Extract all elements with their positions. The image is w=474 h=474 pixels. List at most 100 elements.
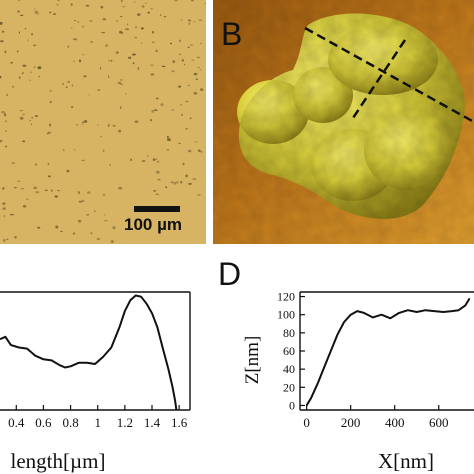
debris-speck [188,183,192,185]
debris-speck [134,26,138,29]
debris-speck [178,85,182,88]
debris-speck [83,75,87,78]
debris-speck [140,42,143,44]
debris-speck [35,163,38,166]
debris-speck [99,66,102,70]
debris-speck [57,0,60,2]
debris-speck [173,181,177,185]
debris-speck [81,121,85,123]
debris-speck [178,53,182,56]
debris-speck [174,0,178,2]
scale-bar [134,206,180,212]
debris-speck [150,8,153,10]
debris-speck [85,4,90,7]
debris-speck [120,15,123,18]
debris-speck [96,238,101,240]
panel-letter-d: D [218,256,242,292]
debris-speck [115,51,119,54]
y-tick-label: 20 [283,380,295,394]
chart-d-profile: 0 200 400 600 0 20 40 60 80 100 120 X[nm] Z[nm] [242,290,474,473]
chart-c-profile: 0.4 0.6 0.8 1 1.2 1.4 1.6 length[µm] [0,291,191,473]
debris-speck [67,80,71,83]
debris-speck [132,62,135,65]
debris-speck [67,45,70,48]
profile-line-long [304,26,474,124]
debris-speck [81,159,85,162]
debris-speck [155,97,159,100]
debris-speck [66,169,70,173]
debris-speck [187,46,190,48]
debris-speck [157,179,161,181]
debris-speck [55,225,59,229]
debris-speck [60,230,63,233]
debris-speck [19,110,23,112]
debris-speck [6,238,9,241]
debris-speck [185,100,189,103]
y-axis-label: Z[nm] [242,336,263,385]
debris-speck [112,226,116,230]
debris-speck [194,141,198,143]
debris-speck [49,89,52,92]
debris-speck [126,28,129,31]
debris-speck [97,89,101,91]
debris-speck [178,142,181,144]
y-tick-label: 120 [277,290,295,304]
debris-speck [199,69,202,71]
debris-speck [71,84,74,87]
debris-speck [155,193,159,195]
debris-speck [49,101,52,104]
debris-speck [166,135,169,139]
debris-speck [125,93,127,95]
x-tick-label: 0.6 [35,415,52,430]
debris-speck [196,56,201,59]
debris-speck [155,158,158,160]
scale-bar-label: 100 µm [124,215,182,234]
debris-speck [197,194,201,196]
debris-speck [63,149,65,152]
debris-speck [185,128,188,130]
debris-speck [34,10,39,14]
x-tick-label: 0.4 [8,415,25,430]
debris-speck [49,11,52,14]
x-tick-label: 1 [94,415,101,430]
debris-speck [101,31,105,34]
debris-speck [2,207,6,210]
debris-speck [193,92,198,95]
debris-speck [31,117,34,119]
debris-speck [48,131,52,134]
debris-speck [54,195,58,198]
debris-speck [50,189,53,192]
debris-speck [185,174,188,178]
x-tick-label: 400 [385,415,405,430]
x-tick-label: 1.4 [144,415,161,430]
x-axis-label: X[nm] [378,449,434,473]
debris-speck [78,200,82,203]
debris-speck [172,60,176,64]
debris-speck [76,123,79,126]
debris-speck [49,123,52,127]
debris-speck [141,160,146,162]
debris-speck [107,124,110,127]
debris-speck [78,219,82,223]
panel-letter-b: B [221,16,243,52]
debris-speck [100,136,102,138]
debris-speck [140,27,144,30]
debris-speck [24,27,27,30]
debris-speck [191,59,195,61]
debris-speck [94,210,96,213]
debris-speck [62,83,65,85]
debris-speck [17,180,21,182]
profile-line-short [351,39,407,119]
debris-speck [0,140,1,143]
afm-particle-cluster [237,13,465,219]
debris-speck [146,155,149,157]
debris-speck [110,59,113,62]
debris-speck [117,81,122,85]
debris-speck [175,181,179,184]
x-axis-label: length[µm] [11,449,106,473]
debris-speck [37,226,41,229]
debris-speck [1,111,6,114]
debris-speck [0,40,4,43]
debris-speck [4,50,7,54]
debris-speck [151,109,155,113]
